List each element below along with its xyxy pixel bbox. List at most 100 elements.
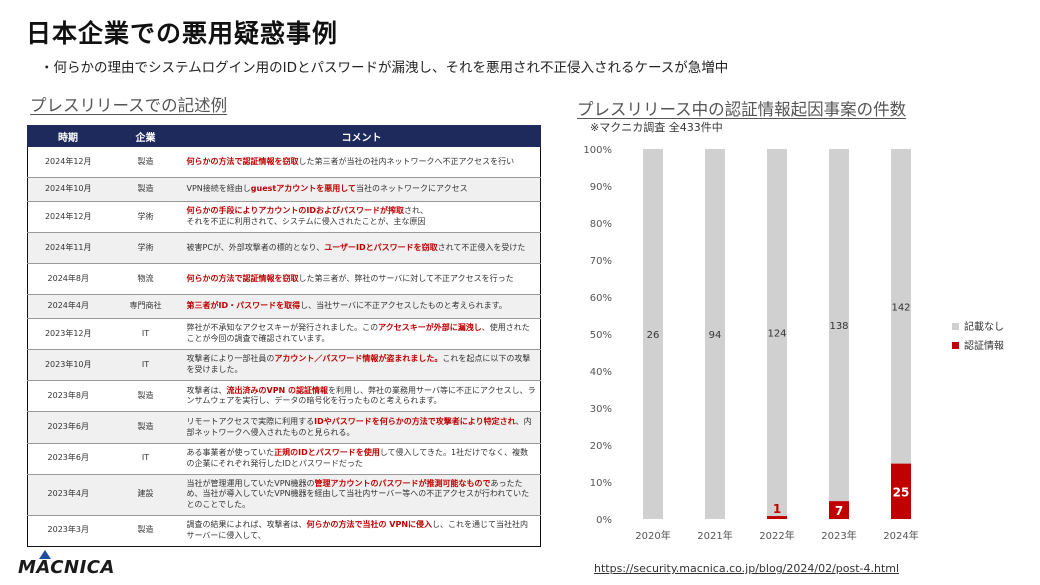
cell-time: 2023年6月	[27, 442, 109, 475]
highlight-text: 管理アカウントのパスワードが推測可能なもので	[314, 478, 491, 488]
data-label-none: 138	[829, 321, 848, 332]
header-comment: コメント	[182, 125, 541, 147]
comment-text: 、内部ネットワークへ侵入されたものと見られる。	[186, 416, 532, 437]
comment-text: これを起点に以下の攻撃を受けました。	[186, 354, 531, 375]
cell-industry: 物流	[108, 263, 183, 295]
cell-industry: IT	[108, 317, 183, 350]
bar-segment-none	[767, 149, 787, 517]
table-row: 2023年10月 IT 攻撃者により一部社員のアカウント／パスワード情報が盗まれまし…	[27, 349, 541, 381]
highlight-text: 何らかの手段によりアカウントのIDおよびパスワードが搾取	[186, 206, 404, 216]
cell-time: 2024年8月	[27, 263, 109, 295]
y-tick-label: 80%	[590, 219, 612, 230]
y-tick-label: 60%	[590, 293, 612, 304]
logo-mark-icon	[39, 550, 51, 559]
cell-time: 2023年8月	[27, 380, 109, 412]
comment-text: を利用し、弊社の業務用サーバ等に不正にアクセスし、ランサムウェアを実行し、データ…	[186, 385, 536, 406]
comment-text: して侵入してきた。1社だけでなく、複数の企業にそれぞれ発行したIDとパスワードだ…	[186, 447, 529, 468]
highlight-text: 何らかの方法で認証情報を窃取	[186, 273, 299, 283]
comment-text: 調査の結果によれば、攻撃者は、	[186, 520, 307, 530]
cell-industry: 製造	[108, 514, 183, 547]
comment-text: 攻撃者は、	[186, 385, 227, 395]
data-label-credential: 25	[893, 485, 910, 499]
legend-swatch	[952, 323, 959, 330]
y-tick-label: 100%	[583, 145, 612, 156]
x-tick-label: 2022年	[759, 529, 794, 542]
table-row: 2023年8月 製造 攻撃者は、流出済みのVPN の認証情報を利用し、弊社の業務用サ…	[27, 380, 541, 412]
header-industry: 企業	[108, 125, 183, 147]
y-tick-label: 40%	[590, 367, 612, 378]
table-row: 2024年4月 専門商社 第三者がID・パスワードを取得し、当社サーバに不正アクセス…	[27, 294, 541, 319]
cell-time: 2024年12月	[27, 145, 109, 178]
cell-time: 2023年4月	[27, 473, 109, 516]
cell-time: 2024年10月	[27, 177, 109, 202]
cell-industry: 学術	[108, 200, 183, 233]
table-row: 2023年6月 IT ある事業者が使っていた正規のIDとパスワードを使用して侵入して…	[27, 442, 541, 475]
cell-comment: 調査の結果によれば、攻撃者は、何らかの方法で当社の VPNに侵入し、これを通じて…	[182, 514, 541, 547]
comment-text: し、当社サーバに不正アクセスしたものと考えられます。	[300, 301, 507, 311]
bar-segment-none	[829, 149, 849, 502]
y-tick-label: 0%	[596, 515, 612, 526]
cell-comment: 何らかの方法で認証情報を窃取した第三者が当社の社内ネットワークへ不正アクセスを行…	[182, 145, 541, 178]
cell-time: 2023年10月	[27, 349, 109, 381]
stacked-bar-chart: 0% 10% 20% 30% 40% 50% 60% 70% 80% 90% 100% 26 2020年…	[583, 145, 1004, 542]
highlight-text: 何らかの方法で当社の VPNに侵入	[306, 520, 433, 530]
comment-text: 当社のネットワークにアクセス	[355, 184, 468, 194]
macnica-logo: MACNICA	[18, 557, 115, 578]
x-tick-label: 2020年	[635, 529, 670, 542]
highlight-text: guestアカウントを悪用して	[250, 184, 356, 194]
comment-text: ある事業者が使っていた	[186, 447, 275, 457]
comment-text: 攻撃者により一部社員の	[186, 354, 275, 364]
highlight-text: アカウント／パスワード情報が盗まれました。	[274, 354, 443, 364]
table-row: 2023年3月 製造 調査の結果によれば、攻撃者は、何らかの方法で当社の VPNに侵…	[27, 514, 541, 547]
data-label-credential: 7	[835, 504, 843, 518]
cell-time: 2024年4月	[27, 294, 109, 319]
comment-text: 弊社が不承知なアクセスキーが発行されました。この	[186, 323, 379, 333]
comment-text: 被害PCが、外部攻撃者の標的となり、	[186, 242, 325, 252]
cell-comment: リモートアクセスで実際に利用するIDやパスワードを何らかの方法で攻撃者により特定…	[182, 411, 541, 444]
cell-time: 2024年11月	[27, 231, 109, 264]
cell-comment: ある事業者が使っていた正規のIDとパスワードを使用して侵入してきた。1社だけでな…	[182, 442, 541, 475]
bar-segment-none	[705, 149, 725, 519]
table-row: 2023年4月 建設 当社が管理運用していたVPN機器の管理アカウントのパスワードが…	[27, 473, 541, 516]
highlight-text: 第三者がID・パスワードを取得	[186, 301, 301, 311]
cell-time: 2023年12月	[27, 317, 109, 350]
legend-label: 認証情報	[964, 339, 1004, 352]
highlight-text: アクセスキーが外部に漏洩し	[378, 323, 482, 333]
cell-industry: IT	[108, 442, 183, 475]
cell-industry: 学術	[108, 231, 183, 264]
cell-industry: 製造	[108, 380, 183, 412]
highlight-text: IDやパスワードを何らかの方法で攻撃者により特定され	[314, 416, 516, 426]
data-label-credential: 1	[773, 502, 781, 516]
highlight-text: 正規のIDとパスワードを使用	[274, 447, 380, 457]
cell-comment: 第三者がID・パスワードを取得し、当社サーバに不正アクセスしたものと考えられます…	[182, 294, 541, 319]
table-row: 2023年12月 IT 弊社が不承知なアクセスキーが発行されました。このアクセスキー…	[27, 317, 541, 350]
table-body: 2024年12月 製造 何らかの方法で認証情報を窃取した第三者が当社の社内ネットワー…	[27, 145, 541, 547]
cell-time: 2023年6月	[27, 411, 109, 444]
cell-comment: 攻撃者は、流出済みのVPN の認証情報を利用し、弊社の業務用サーバ等に不正にアク…	[182, 380, 541, 412]
cell-industry: 製造	[108, 145, 183, 178]
comment-text: し、これを通じて当社社内サーバーに侵入して、	[186, 520, 529, 540]
table-row: 2024年12月 製造 何らかの方法で認証情報を窃取した第三者が当社の社内ネットワー…	[27, 145, 541, 178]
cell-industry: 製造	[108, 411, 183, 444]
comment-text: されて不正侵入を受けた	[437, 242, 526, 252]
case-table: 時期 企業 コメント 2024年12月 製造 何らかの方法で認証情報を窃取した第三者…	[27, 125, 541, 547]
comment-text: 当社が管理運用していたVPN機器の	[186, 478, 315, 488]
cell-comment: 当社が管理運用していたVPN機器の管理アカウントのパスワードが推測可能なものであ…	[182, 473, 541, 516]
cell-comment: 攻撃者により一部社員のアカウント／パスワード情報が盗まれました。これを起点に以下…	[182, 349, 541, 381]
comment-text: それを不正に利用されて、システムに侵入されたことが、主な原因	[186, 216, 426, 226]
cell-industry: 製造	[108, 177, 183, 202]
cell-comment: 被害PCが、外部攻撃者の標的となり、ユーザーIDとパスワードを窃取されて不正侵入…	[182, 231, 541, 264]
source-url-link[interactable]: https://security.macnica.co.jp/blog/2024…	[594, 562, 900, 575]
x-tick-label: 2021年	[697, 529, 732, 542]
comment-text: 、使用されたことが今回の調査で確認されています。	[186, 323, 530, 344]
bar-segment-credential	[891, 463, 911, 519]
cell-time: 2024年12月	[27, 200, 109, 233]
comment-text: VPN接続を経由し	[186, 184, 251, 194]
header-time: 時期	[27, 125, 109, 147]
y-tick-label: 90%	[590, 182, 612, 193]
comment-text: され、	[403, 206, 429, 216]
bar-segment-credential	[829, 501, 849, 519]
table-row: 2024年12月 学術 何らかの手段によりアカウントのIDおよびパスワードが搾取され…	[27, 200, 541, 233]
table-section-title: プレスリリースでの記述例	[30, 96, 228, 115]
chart-note: ※マクニカ調査 全433件中	[590, 121, 723, 134]
